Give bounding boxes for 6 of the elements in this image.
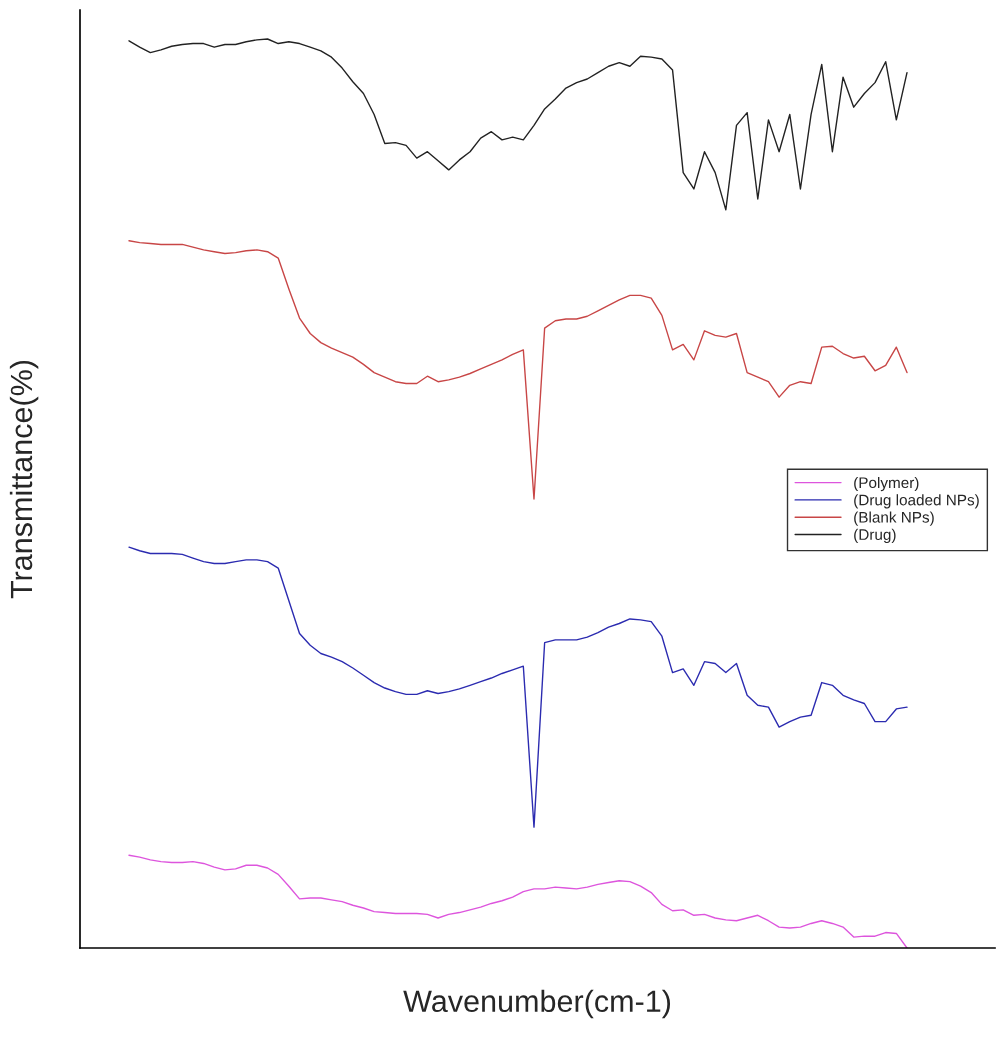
x-axis-title: Wavenumber(cm-1) bbox=[403, 989, 671, 1019]
legend-label: (Drug) bbox=[854, 528, 896, 544]
legend-label: (Blank NPs) bbox=[854, 511, 934, 526]
y-axis-title: Transmittance(%) bbox=[9, 360, 39, 599]
legend-label: (Drug loaded NPs) bbox=[854, 494, 979, 509]
legend-label: (Polymer) bbox=[854, 476, 919, 492]
